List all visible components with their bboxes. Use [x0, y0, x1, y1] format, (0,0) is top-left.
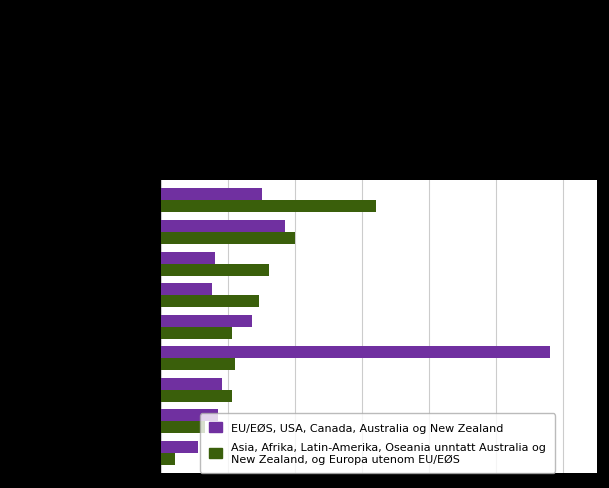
Bar — [161, 409, 218, 422]
Bar — [161, 327, 232, 339]
Bar — [161, 441, 199, 453]
Bar — [161, 189, 262, 201]
Bar — [161, 315, 252, 327]
Bar — [161, 295, 259, 307]
Bar — [161, 201, 376, 213]
Bar — [161, 422, 205, 433]
Bar — [161, 346, 550, 359]
Bar — [161, 378, 222, 390]
Legend: EU/EØS, USA, Canada, Australia og New Zealand, Asia, Afrika, Latin-Amerika, Osea: EU/EØS, USA, Canada, Australia og New Ze… — [200, 413, 555, 473]
Bar — [161, 264, 269, 276]
Bar — [161, 390, 232, 402]
Bar — [161, 252, 215, 264]
Bar — [161, 453, 175, 465]
Bar — [161, 232, 295, 244]
Bar — [161, 359, 235, 370]
Bar — [161, 221, 285, 232]
Bar — [161, 284, 212, 295]
